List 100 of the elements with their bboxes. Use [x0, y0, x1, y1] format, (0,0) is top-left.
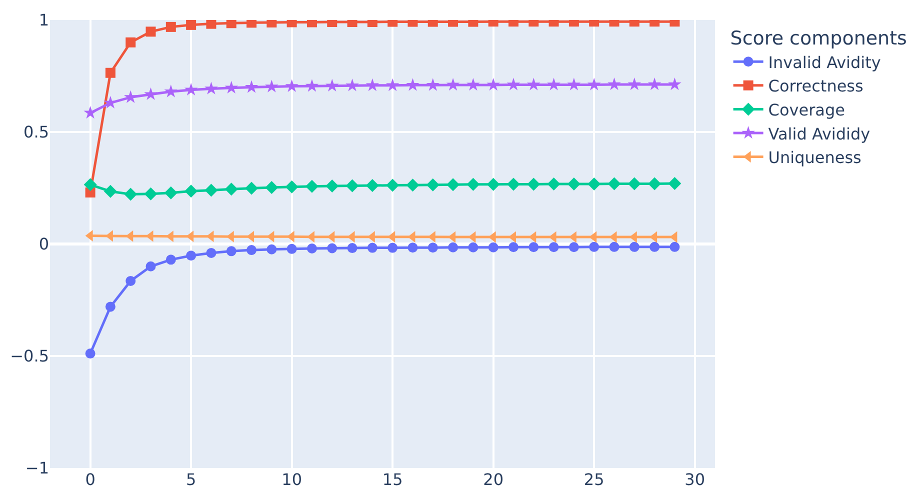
point [567, 177, 580, 190]
point [587, 78, 601, 90]
point [648, 177, 662, 190]
x-tick-label: 30 [684, 470, 706, 489]
point [325, 78, 339, 92]
x-tick-label: 10 [282, 470, 302, 489]
point [84, 106, 97, 119]
point [670, 242, 680, 252]
y-tick-label: 0 [38, 234, 49, 254]
point [528, 242, 539, 252]
point [186, 250, 196, 261]
y-tick-label: 0.5 [24, 122, 49, 142]
x-tick-label: 25 [584, 470, 604, 489]
point [206, 248, 216, 258]
point [105, 68, 116, 78]
point [245, 182, 258, 195]
point [306, 243, 317, 254]
point [84, 178, 97, 192]
point [226, 246, 236, 256]
x-tick-label: 5 [186, 470, 196, 489]
point [266, 244, 277, 254]
x-tick-label: 15 [382, 470, 403, 489]
y-tick-label: −0.5 [10, 346, 49, 366]
point [609, 242, 620, 252]
legend-label: Coverage [768, 100, 845, 120]
point [164, 186, 178, 200]
point [568, 242, 579, 252]
point [628, 78, 642, 90]
point [446, 178, 460, 192]
x-tick-label: 20 [483, 470, 504, 489]
point [164, 84, 178, 98]
point [206, 20, 216, 29]
point [347, 243, 358, 254]
point [144, 87, 158, 100]
point [506, 78, 520, 90]
point [184, 82, 198, 96]
point [186, 20, 196, 30]
point [105, 302, 116, 312]
point [104, 184, 117, 198]
point [508, 242, 518, 252]
legend-title: Score components [730, 28, 907, 50]
point [468, 242, 478, 252]
point [327, 243, 338, 254]
point [648, 78, 662, 90]
point [286, 244, 297, 254]
point [588, 177, 601, 190]
x-tick-label: 0 [85, 470, 96, 489]
point [166, 254, 176, 265]
point [547, 78, 560, 90]
point [265, 181, 278, 194]
point [166, 22, 176, 32]
point [224, 80, 238, 94]
point [367, 242, 378, 253]
point [184, 184, 198, 198]
point [326, 179, 339, 192]
point [126, 276, 136, 286]
point [428, 242, 438, 253]
point [608, 78, 621, 90]
y-tick-label: −1 [25, 458, 49, 478]
point [305, 79, 319, 92]
point [408, 242, 418, 253]
point [224, 182, 238, 196]
point [144, 187, 158, 200]
point [386, 78, 400, 92]
point [466, 78, 480, 91]
point [628, 177, 641, 190]
point [406, 78, 420, 91]
legend-label: Uniqueness [768, 148, 862, 168]
point [526, 78, 540, 90]
point [346, 78, 359, 92]
point [547, 177, 560, 190]
point [446, 78, 460, 91]
point [548, 242, 559, 252]
point [146, 26, 156, 37]
point [668, 78, 682, 90]
point [527, 178, 540, 191]
point [146, 261, 156, 272]
point [246, 245, 257, 256]
point [346, 179, 359, 192]
point [124, 188, 138, 201]
point [285, 79, 298, 92]
point [388, 242, 398, 253]
y-tick-label: 1 [38, 10, 49, 30]
point [668, 177, 682, 190]
point [285, 180, 298, 194]
point [589, 242, 600, 252]
point [204, 82, 218, 94]
point [366, 78, 380, 92]
legend-label: Valid Avididy [768, 124, 870, 144]
point [124, 90, 138, 103]
point [426, 178, 440, 192]
point [244, 80, 258, 93]
point [608, 177, 621, 190]
point [85, 348, 96, 359]
point [265, 80, 278, 92]
point [629, 242, 640, 252]
point [567, 78, 581, 90]
point [466, 178, 480, 191]
point [488, 242, 498, 252]
point [305, 180, 318, 193]
